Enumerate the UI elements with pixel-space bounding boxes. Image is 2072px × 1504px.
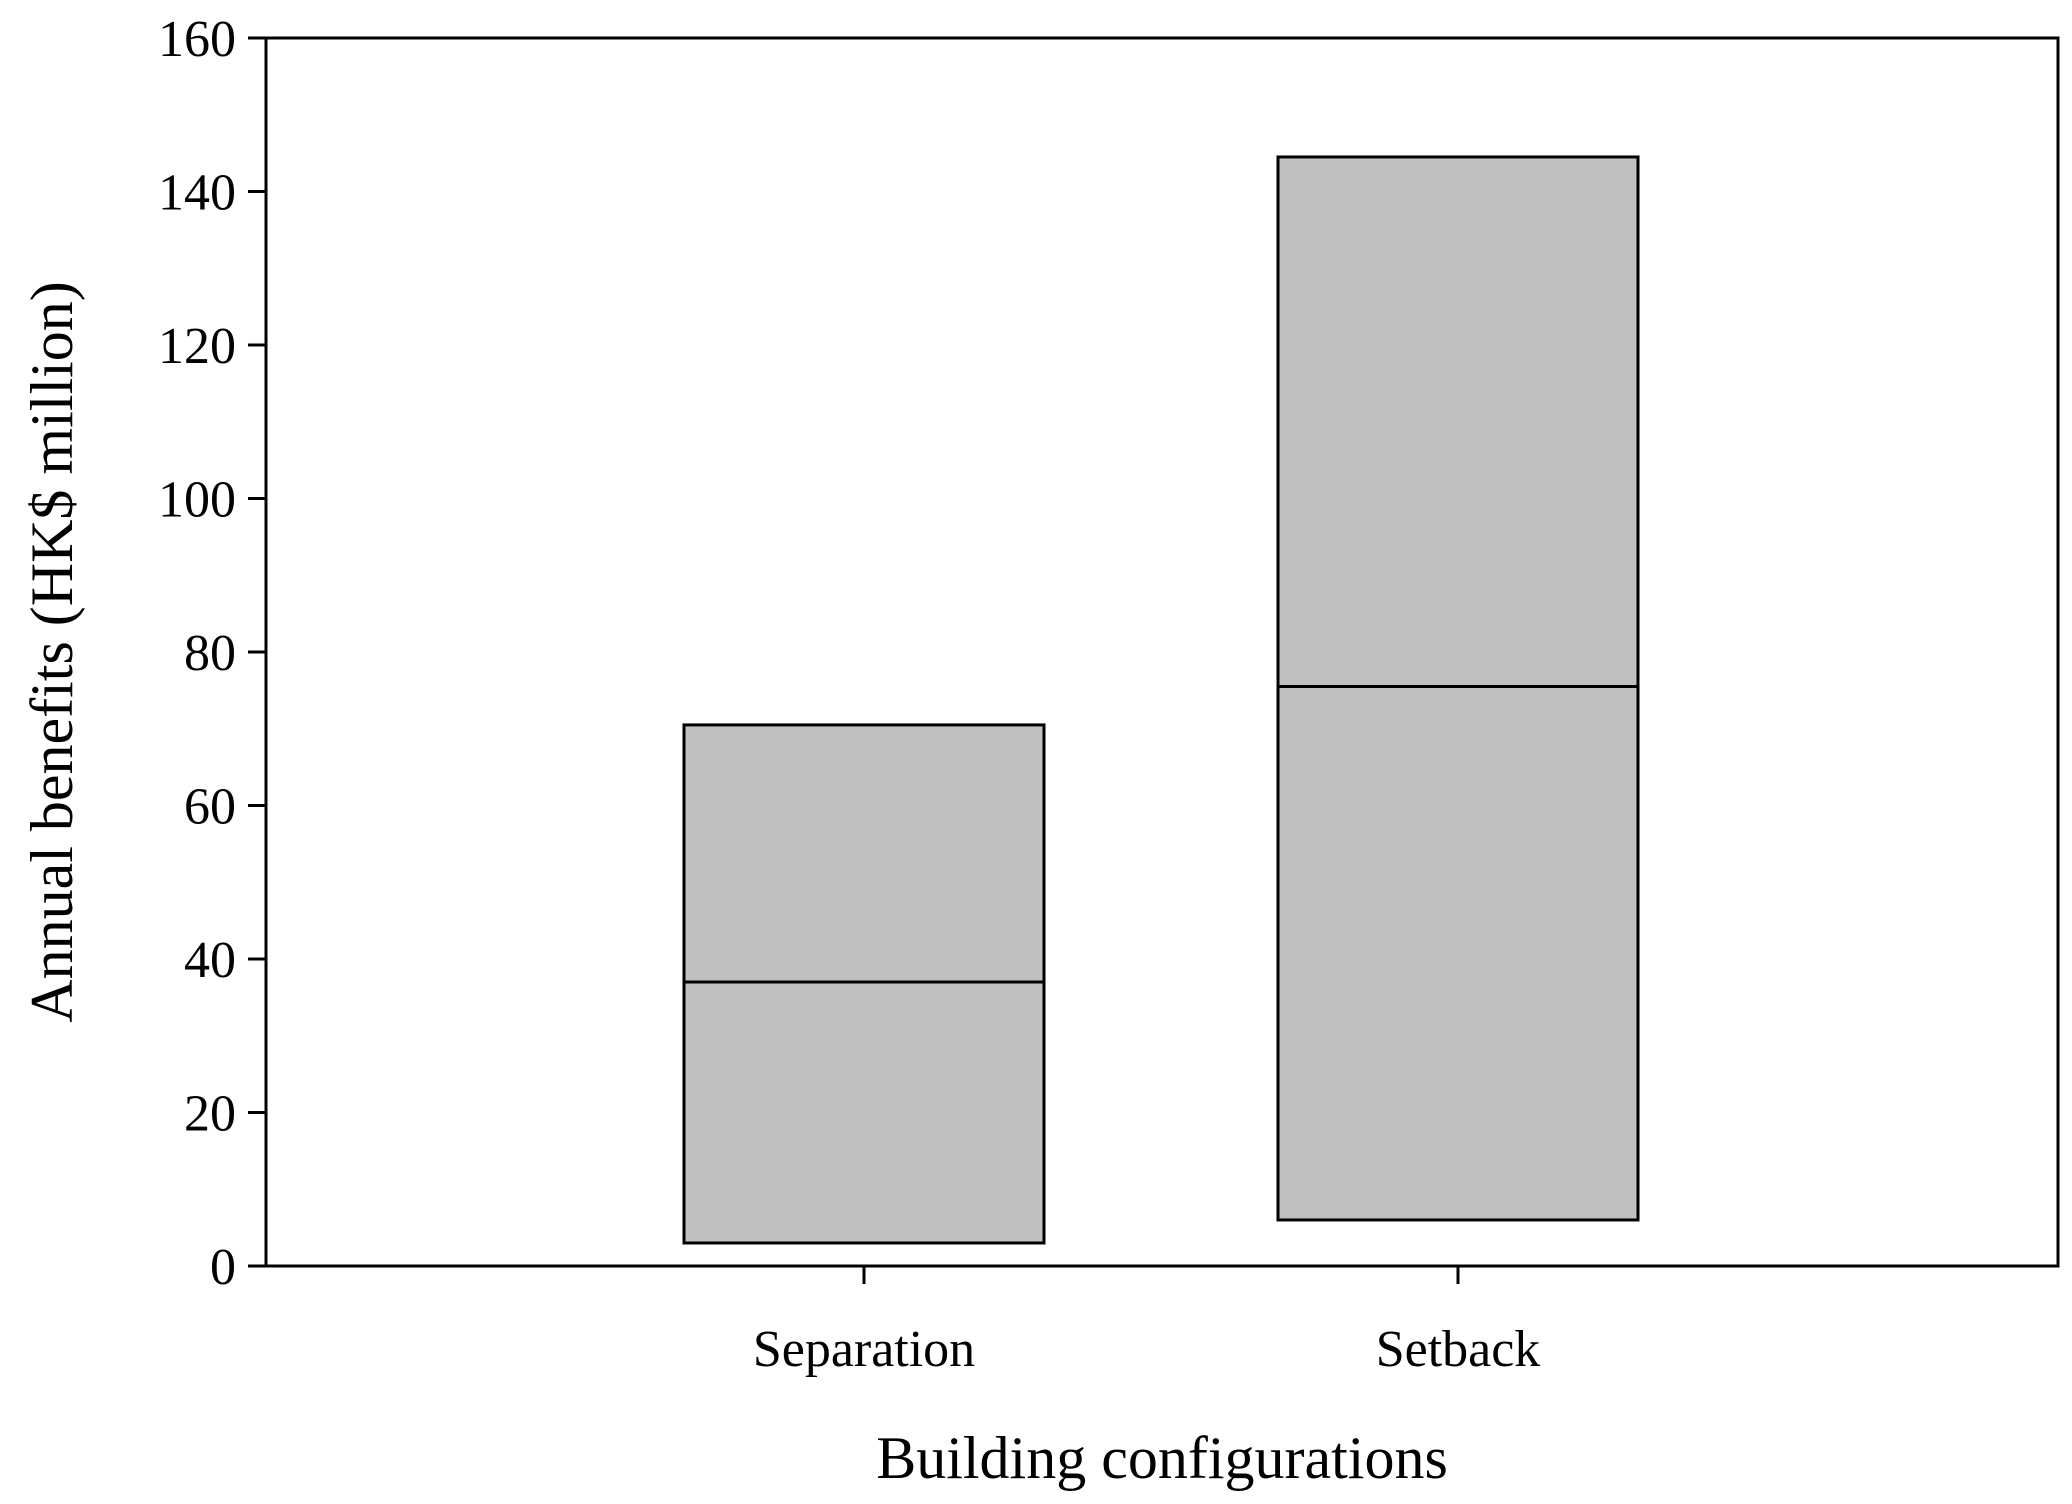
y-tick-label: 40	[184, 932, 236, 989]
y-tick-label: 140	[158, 165, 236, 222]
x-tick-label-separation: Separation	[753, 1321, 975, 1378]
bar-separation	[682, 723, 1046, 1245]
y-tick-label: 20	[184, 1086, 236, 1143]
plot-frame	[264, 36, 2060, 1268]
bar-setback	[1276, 155, 1640, 1222]
y-tick-label: 160	[158, 11, 236, 68]
y-tick-label: 80	[184, 625, 236, 682]
x-axis-title: Building configurations	[876, 1425, 1448, 1491]
y-tick-label: 0	[210, 1239, 236, 1296]
bars	[682, 155, 1640, 1245]
x-axis: Separation Setback	[753, 1266, 1540, 1378]
y-axis: 0 20 40 60 80 100 120 140 160	[158, 11, 266, 1296]
y-tick-label: 60	[184, 779, 236, 836]
y-tick-label: 120	[158, 318, 236, 375]
y-axis-title: Annual benefits (HK$ million)	[19, 281, 85, 1023]
x-tick-label-setback: Setback	[1376, 1321, 1541, 1378]
y-tick-label: 100	[158, 472, 236, 529]
